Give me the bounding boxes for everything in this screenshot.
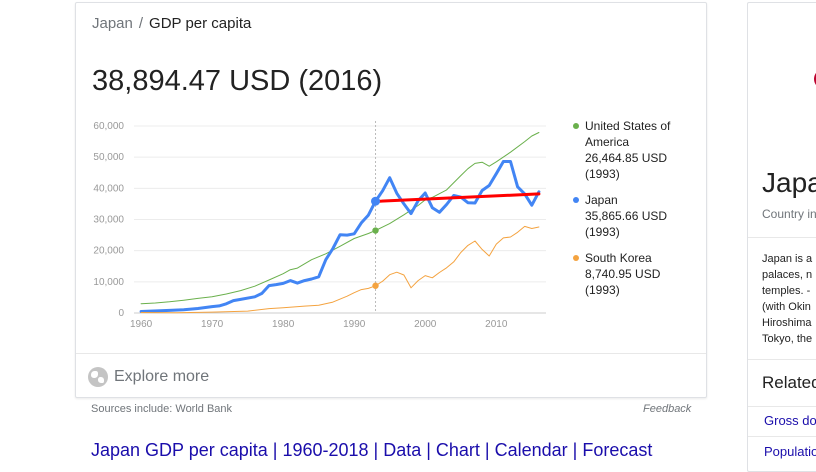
description-line: (with Okin — [762, 301, 811, 313]
series-line-3 — [374, 192, 541, 203]
search-result-title-link[interactable]: Japan GDP per capita | 1960-2018 | Data … — [91, 440, 653, 460]
series-line-0 — [140, 132, 540, 305]
y-tick-label: 0 — [118, 308, 124, 319]
description-line: palaces, n — [762, 269, 813, 281]
legend-name: Japan — [585, 193, 618, 207]
legend-year: (1993) — [585, 283, 620, 297]
flag-image[interactable] — [814, 69, 816, 89]
y-tick-label: 50,000 — [93, 152, 124, 163]
divider — [748, 406, 816, 407]
y-tick-label: 30,000 — [93, 215, 124, 226]
description-line: Hiroshima — [762, 317, 812, 329]
x-tick-label: 1960 — [130, 319, 153, 330]
legend-value: 26,464.85 USD — [585, 151, 668, 165]
legend-item[interactable]: South Korea 8,740.95 USD (1993) — [573, 250, 698, 298]
related-item-population[interactable]: Population — [764, 444, 816, 459]
x-tick-label: 2010 — [485, 319, 508, 330]
hover-point-0 — [372, 227, 379, 234]
sources-text: Sources include: World Bank — [91, 403, 233, 415]
explore-more-button[interactable]: Explore more — [76, 353, 706, 398]
feedback-link[interactable]: Feedback — [643, 403, 692, 415]
description-line: Tokyo, the — [762, 333, 813, 345]
side-knowledge-panel: Japa Country in Japan is a palaces, n temp… — [747, 2, 816, 472]
divider — [748, 237, 816, 238]
chart-legend: United States of America 26,464.85 USD (199… — [573, 118, 698, 308]
legend-dot-icon — [573, 123, 579, 129]
hover-point-2 — [372, 282, 379, 289]
legend-value: 35,865.66 USD — [585, 209, 668, 223]
related-heading: Related — [762, 373, 816, 392]
headline-value: 38,894.47 USD (2016) — [92, 65, 383, 97]
hover-point-1 — [371, 196, 381, 206]
y-tick-label: 60,000 — [93, 121, 124, 132]
knowledge-card: Japan / GDP per capita 38,894.47 USD (2016… — [75, 2, 707, 398]
y-tick-label: 10,000 — [93, 277, 124, 288]
legend-dot-icon — [573, 255, 579, 261]
legend-value: 8,740.95 USD — [585, 267, 661, 281]
series-line-1 — [139, 160, 541, 313]
legend-year: (1993) — [585, 225, 620, 239]
legend-name: United States of — [585, 119, 671, 133]
divider — [748, 359, 816, 360]
y-tick-label: 40,000 — [93, 183, 124, 194]
breadcrumb: Japan / GDP per capita — [92, 15, 251, 32]
x-tick-label: 2000 — [414, 319, 437, 330]
side-panel-title: Japa — [762, 167, 816, 198]
globe-icon — [88, 367, 108, 387]
gdp-line-chart[interactable]: 0 10,000 20,000 30,000 40,000 50,000 60,000 196… — [76, 111, 566, 333]
legend-dot-icon — [573, 197, 579, 203]
y-tick-label: 20,000 — [93, 246, 124, 257]
x-tick-label: 1980 — [272, 319, 295, 330]
side-panel-subtitle: Country in — [762, 207, 816, 221]
series-line-2 — [140, 225, 540, 314]
legend-item[interactable]: United States of America 26,464.85 USD (199… — [573, 118, 698, 182]
breadcrumb-separator: / — [138, 15, 144, 32]
breadcrumb-metric: GDP per capita — [149, 15, 252, 32]
x-tick-label: 1970 — [201, 319, 224, 330]
legend-name: South Korea — [585, 251, 652, 265]
legend-year: (1993) — [585, 167, 620, 181]
x-tick-label: 1990 — [343, 319, 366, 330]
description-line: Japan is a — [762, 253, 813, 265]
explore-more-label: Explore more — [114, 368, 210, 385]
description-line: temples. - — [762, 285, 811, 297]
legend-name: America — [585, 135, 630, 149]
related-item-gross-domestic[interactable]: Gross do — [764, 413, 816, 428]
legend-item[interactable]: Japan 35,865.66 USD (1993) — [573, 192, 698, 240]
breadcrumb-country[interactable]: Japan — [92, 15, 133, 32]
divider — [748, 436, 816, 437]
side-panel-description: Japan is a palaces, n temples. - (with Okin… — [762, 251, 816, 347]
